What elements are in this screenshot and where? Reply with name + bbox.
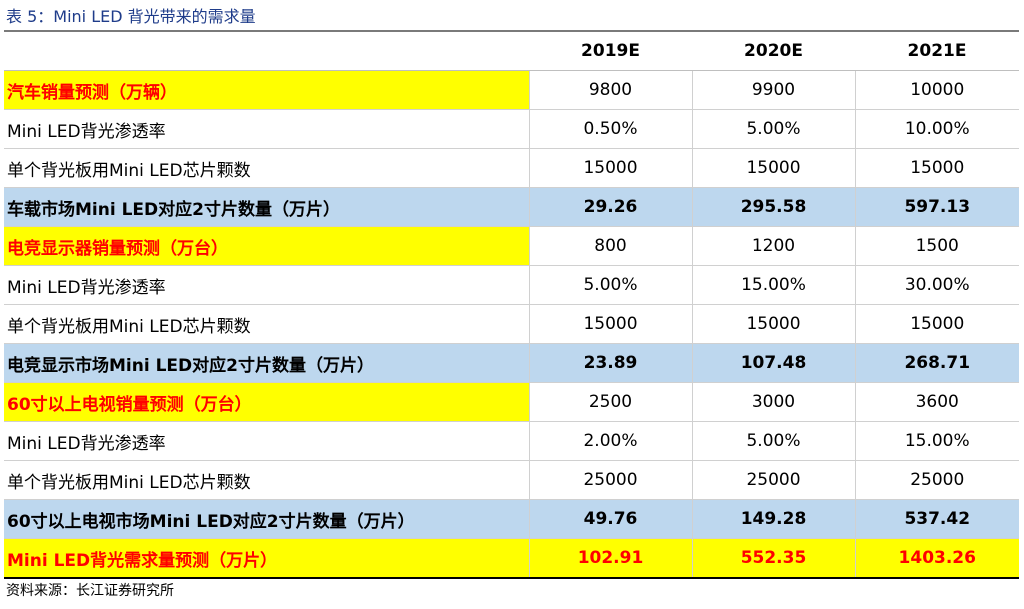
row-label: 电竞显示市场Mini LED对应2寸片数量（万片）	[4, 343, 530, 383]
demand-table: 2019E 2020E 2021E 汽车销量预测（万辆） 9800 9900 1…	[4, 32, 1019, 579]
table-row: 单个背光板用Mini LED芯片颗数 25000 25000 25000	[4, 460, 1019, 500]
table-title: 表 5：Mini LED 背光带来的需求量	[6, 7, 256, 26]
cell-value: 25000	[529, 460, 693, 500]
cell-value: 3600	[855, 382, 1019, 422]
table-row: 汽车销量预测（万辆） 9800 9900 10000	[4, 70, 1019, 110]
cell-value: 1500	[855, 226, 1019, 266]
cell-value: 15000	[692, 304, 856, 344]
cell-value: 1403.26	[855, 538, 1019, 579]
cell-value: 5.00%	[529, 265, 693, 305]
cell-value: 597.13	[855, 187, 1019, 227]
cell-value: 102.91	[529, 538, 693, 579]
table-row: 电竞显示器销量预测（万台） 800 1200 1500	[4, 226, 1019, 266]
cell-value: 15000	[529, 148, 693, 188]
cell-value: 2.00%	[529, 421, 693, 461]
cell-value: 537.42	[855, 499, 1019, 539]
cell-value: 30.00%	[855, 265, 1019, 305]
table-row: 单个背光板用Mini LED芯片颗数 15000 15000 15000	[4, 304, 1019, 344]
cell-value: 295.58	[692, 187, 856, 227]
cell-value: 268.71	[855, 343, 1019, 383]
cell-value: 49.76	[529, 499, 693, 539]
table-row-total: Mini LED背光需求量预测（万片） 102.91 552.35 1403.2…	[4, 538, 1019, 579]
cell-value: 149.28	[692, 499, 856, 539]
cell-value: 0.50%	[529, 109, 693, 149]
row-label: Mini LED背光渗透率	[4, 109, 530, 149]
row-label: 60寸以上电视销量预测（万台）	[4, 382, 530, 422]
cell-value: 15.00%	[692, 265, 856, 305]
row-label: Mini LED背光需求量预测（万片）	[4, 538, 530, 579]
column-header-2021e: 2021E	[855, 32, 1019, 71]
header-corner	[4, 32, 529, 71]
row-label: 汽车销量预测（万辆）	[4, 70, 530, 110]
cell-value: 10.00%	[855, 109, 1019, 149]
cell-value: 107.48	[692, 343, 856, 383]
row-label: Mini LED背光渗透率	[4, 265, 530, 305]
row-label: 电竞显示器销量预测（万台）	[4, 226, 530, 266]
cell-value: 25000	[855, 460, 1019, 500]
column-header-2019e: 2019E	[529, 32, 692, 71]
table-row: Mini LED背光渗透率 0.50% 5.00% 10.00%	[4, 109, 1019, 149]
row-label: 60寸以上电视市场Mini LED对应2寸片数量（万片）	[4, 499, 530, 539]
table-row: 60寸以上电视销量预测（万台） 2500 3000 3600	[4, 382, 1019, 422]
table-row: 电竞显示市场Mini LED对应2寸片数量（万片） 23.89 107.48 2…	[4, 343, 1019, 383]
column-header-2020e: 2020E	[692, 32, 855, 71]
cell-value: 15000	[855, 304, 1019, 344]
row-label: 单个背光板用Mini LED芯片颗数	[4, 460, 530, 500]
header-row: 2019E 2020E 2021E	[4, 32, 1019, 71]
row-label: 车载市场Mini LED对应2寸片数量（万片）	[4, 187, 530, 227]
cell-value: 15000	[692, 148, 856, 188]
cell-value: 15000	[529, 304, 693, 344]
row-label: 单个背光板用Mini LED芯片颗数	[4, 148, 530, 188]
cell-value: 15000	[855, 148, 1019, 188]
row-label: Mini LED背光渗透率	[4, 421, 530, 461]
cell-value: 2500	[529, 382, 693, 422]
cell-value: 10000	[855, 70, 1019, 110]
cell-value: 25000	[692, 460, 856, 500]
cell-value: 15.00%	[855, 421, 1019, 461]
cell-value: 5.00%	[692, 421, 856, 461]
cell-value: 9800	[529, 70, 693, 110]
table-row: 60寸以上电视市场Mini LED对应2寸片数量（万片） 49.76 149.2…	[4, 499, 1019, 539]
table-row: Mini LED背光渗透率 2.00% 5.00% 15.00%	[4, 421, 1019, 461]
title-divider	[4, 30, 1019, 32]
cell-value: 552.35	[692, 538, 856, 579]
cell-value: 9900	[692, 70, 856, 110]
row-label: 单个背光板用Mini LED芯片颗数	[4, 304, 530, 344]
cell-value: 800	[529, 226, 693, 266]
source-note: 资料来源：长江证券研究所	[6, 583, 174, 599]
cell-value: 29.26	[529, 187, 693, 227]
cell-value: 3000	[692, 382, 856, 422]
table-row: Mini LED背光渗透率 5.00% 15.00% 30.00%	[4, 265, 1019, 305]
cell-value: 1200	[692, 226, 856, 266]
cell-value: 23.89	[529, 343, 693, 383]
table-row: 车载市场Mini LED对应2寸片数量（万片） 29.26 295.58 597…	[4, 187, 1019, 227]
cell-value: 5.00%	[692, 109, 856, 149]
table-row: 单个背光板用Mini LED芯片颗数 15000 15000 15000	[4, 148, 1019, 188]
